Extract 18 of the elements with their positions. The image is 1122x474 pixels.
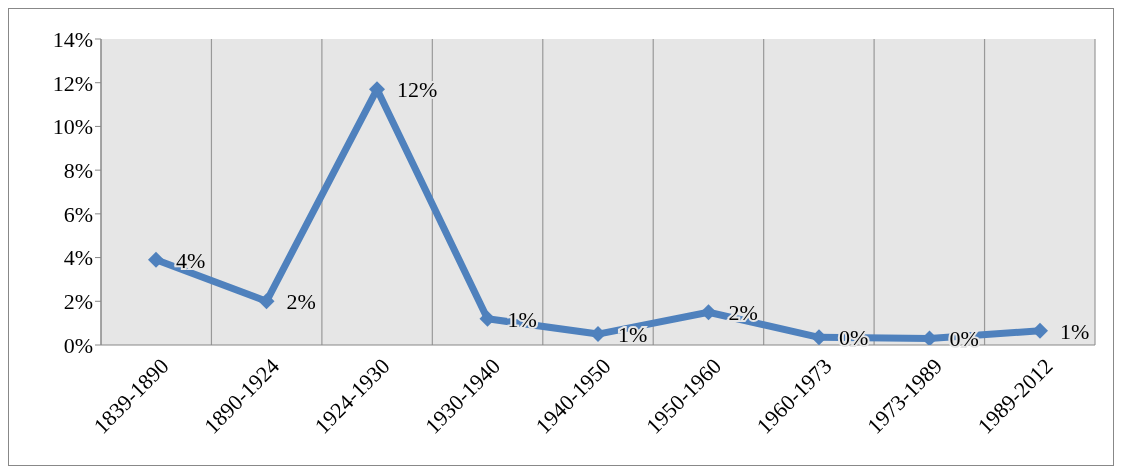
y-tick-label: 0%: [63, 332, 93, 358]
data-label: 1%: [618, 322, 648, 348]
data-label: 12%: [397, 77, 438, 103]
data-label: 4%: [176, 247, 206, 273]
point: [148, 251, 164, 268]
y-tick-label: 14%: [52, 26, 93, 52]
y-tick-label: 2%: [63, 289, 93, 315]
point: [590, 326, 606, 343]
y-tick-label: 8%: [63, 157, 93, 183]
point: [258, 293, 275, 310]
data-label: 2%: [286, 289, 316, 315]
data-label: 0%: [949, 326, 979, 352]
y-tick-label: 10%: [52, 114, 93, 140]
data-label: 1%: [507, 306, 537, 332]
y-tick-label: 6%: [63, 201, 93, 227]
y-tick-label: 4%: [63, 245, 93, 271]
data-label: 1%: [1060, 318, 1090, 344]
y-tick-label: 12%: [52, 70, 93, 96]
